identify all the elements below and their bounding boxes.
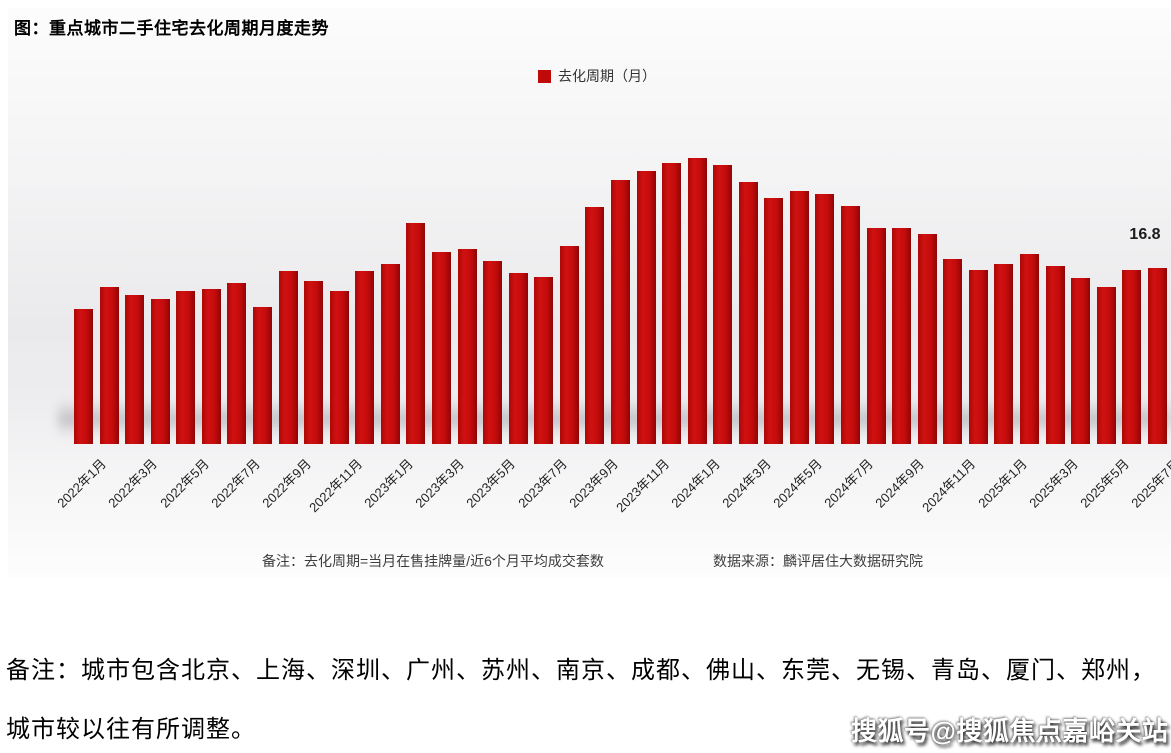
watermark: 搜狐号@搜狐焦点嘉峪关站 bbox=[851, 716, 1169, 746]
x-tick-label: 2025年7月 bbox=[1128, 456, 1171, 511]
bar-2025年3月 bbox=[1045, 265, 1065, 444]
bar-2024年12月 bbox=[968, 269, 988, 444]
x-tick-label: 2025年1月 bbox=[975, 456, 1030, 511]
x-tick-label: 2023年7月 bbox=[514, 456, 570, 511]
x-tick-label: 2023年3月 bbox=[412, 456, 468, 511]
x-tick-label: 2024年7月 bbox=[821, 456, 877, 511]
bar-2023年10月 bbox=[610, 179, 630, 444]
bar-2023年2月 bbox=[406, 222, 426, 444]
bar-2024年9月 bbox=[892, 227, 912, 444]
bar-2022年9月 bbox=[278, 270, 298, 444]
x-tick-label: 2022年7月 bbox=[208, 456, 263, 511]
bar-2023年12月 bbox=[662, 162, 681, 444]
bar-2023年3月 bbox=[431, 252, 451, 444]
bar-2023年6月 bbox=[508, 272, 528, 444]
bar-2023年4月 bbox=[457, 248, 477, 444]
x-tick-label: 2023年5月 bbox=[463, 456, 519, 511]
footer-note-line2: 城市较以往有所调整。 bbox=[6, 717, 256, 743]
x-tick-label: 2022年11月 bbox=[305, 456, 365, 516]
bar-2022年8月 bbox=[253, 306, 272, 444]
x-tick-label: 2022年1月 bbox=[54, 456, 110, 511]
footer-note-line1: 备注：城市包含北京、上海、深圳、广州、苏州、南京、成都、佛山、东莞、无锡、青岛、… bbox=[6, 658, 1156, 684]
bar-2022年12月 bbox=[355, 270, 375, 444]
bar-2025年6月 bbox=[1122, 269, 1142, 444]
x-tick-label: 2024年3月 bbox=[719, 456, 774, 511]
bar-2022年10月 bbox=[304, 281, 324, 444]
note-formula: 备注：去化周期=当月在售挂牌量/近6个月平均成交套数 bbox=[262, 553, 604, 569]
legend-label: 去化周期（月） bbox=[558, 68, 656, 84]
x-tick-label: 2023年1月 bbox=[361, 456, 417, 511]
x-tick-label: 2022年3月 bbox=[105, 456, 161, 511]
bar-2024年4月 bbox=[764, 198, 784, 444]
x-tick-label: 2024年1月 bbox=[668, 456, 723, 511]
bar-2022年2月 bbox=[99, 286, 119, 444]
bar-2022年11月 bbox=[329, 290, 349, 444]
chart-card: 图：重点城市二手住宅去化周期月度走势 去化周期（月） 16.8 2022年1月 2… bbox=[8, 8, 1171, 578]
bar-2022年6月 bbox=[201, 288, 221, 444]
bar-2023年9月 bbox=[585, 206, 605, 444]
bar-2024年8月 bbox=[866, 227, 886, 444]
x-tick-label: 2024年11月 bbox=[919, 456, 979, 516]
bar-2024年11月 bbox=[943, 259, 963, 444]
note-source: 数据来源：麟评居住大数据研究院 bbox=[713, 553, 923, 569]
bar-2025年2月 bbox=[1019, 254, 1039, 444]
bar-chart-plot: 16.8 2022年1月 2022年3月 2022年5月 2022年7月 2022年9月… bbox=[8, 8, 1171, 578]
x-tick-label: 2022年5月 bbox=[156, 456, 212, 511]
bar-2024年3月 bbox=[738, 181, 758, 444]
bar-2023年1月 bbox=[380, 263, 400, 444]
bar-2024年5月 bbox=[789, 191, 809, 444]
legend: 去化周期（月） bbox=[538, 66, 656, 86]
bar-2024年10月 bbox=[917, 234, 937, 444]
bar-2025年1月 bbox=[994, 263, 1014, 444]
bar-2022年7月 bbox=[227, 283, 247, 444]
bar-2025年7月 bbox=[1147, 267, 1167, 444]
x-tick-label: 2025年5月 bbox=[1077, 456, 1132, 511]
x-tick-label: 2023年11月 bbox=[612, 456, 672, 516]
bar-2023年11月 bbox=[636, 171, 656, 444]
bar-2023年5月 bbox=[483, 261, 503, 444]
legend-swatch-icon bbox=[538, 69, 551, 83]
bar-2024年6月 bbox=[815, 194, 835, 444]
bar-2024年2月 bbox=[713, 164, 733, 444]
bar-2025年5月 bbox=[1096, 286, 1116, 444]
chart-title: 图：重点城市二手住宅去化周期月度走势 bbox=[14, 19, 329, 38]
bar-2024年7月 bbox=[841, 205, 860, 444]
bar-2022年1月 bbox=[74, 308, 93, 444]
x-tick-label: 2025年3月 bbox=[1026, 456, 1081, 511]
bar-2022年3月 bbox=[125, 295, 145, 444]
bar-2022年4月 bbox=[150, 299, 170, 444]
bar-2022年5月 bbox=[176, 290, 196, 444]
bar-2025年4月 bbox=[1071, 278, 1091, 444]
bar-2023年8月 bbox=[559, 245, 579, 444]
last-value-label: 16.8 bbox=[1129, 226, 1161, 243]
bar-2023年7月 bbox=[534, 277, 554, 444]
bar-2024年1月 bbox=[687, 157, 707, 444]
x-tick-label: 2024年5月 bbox=[770, 456, 826, 511]
